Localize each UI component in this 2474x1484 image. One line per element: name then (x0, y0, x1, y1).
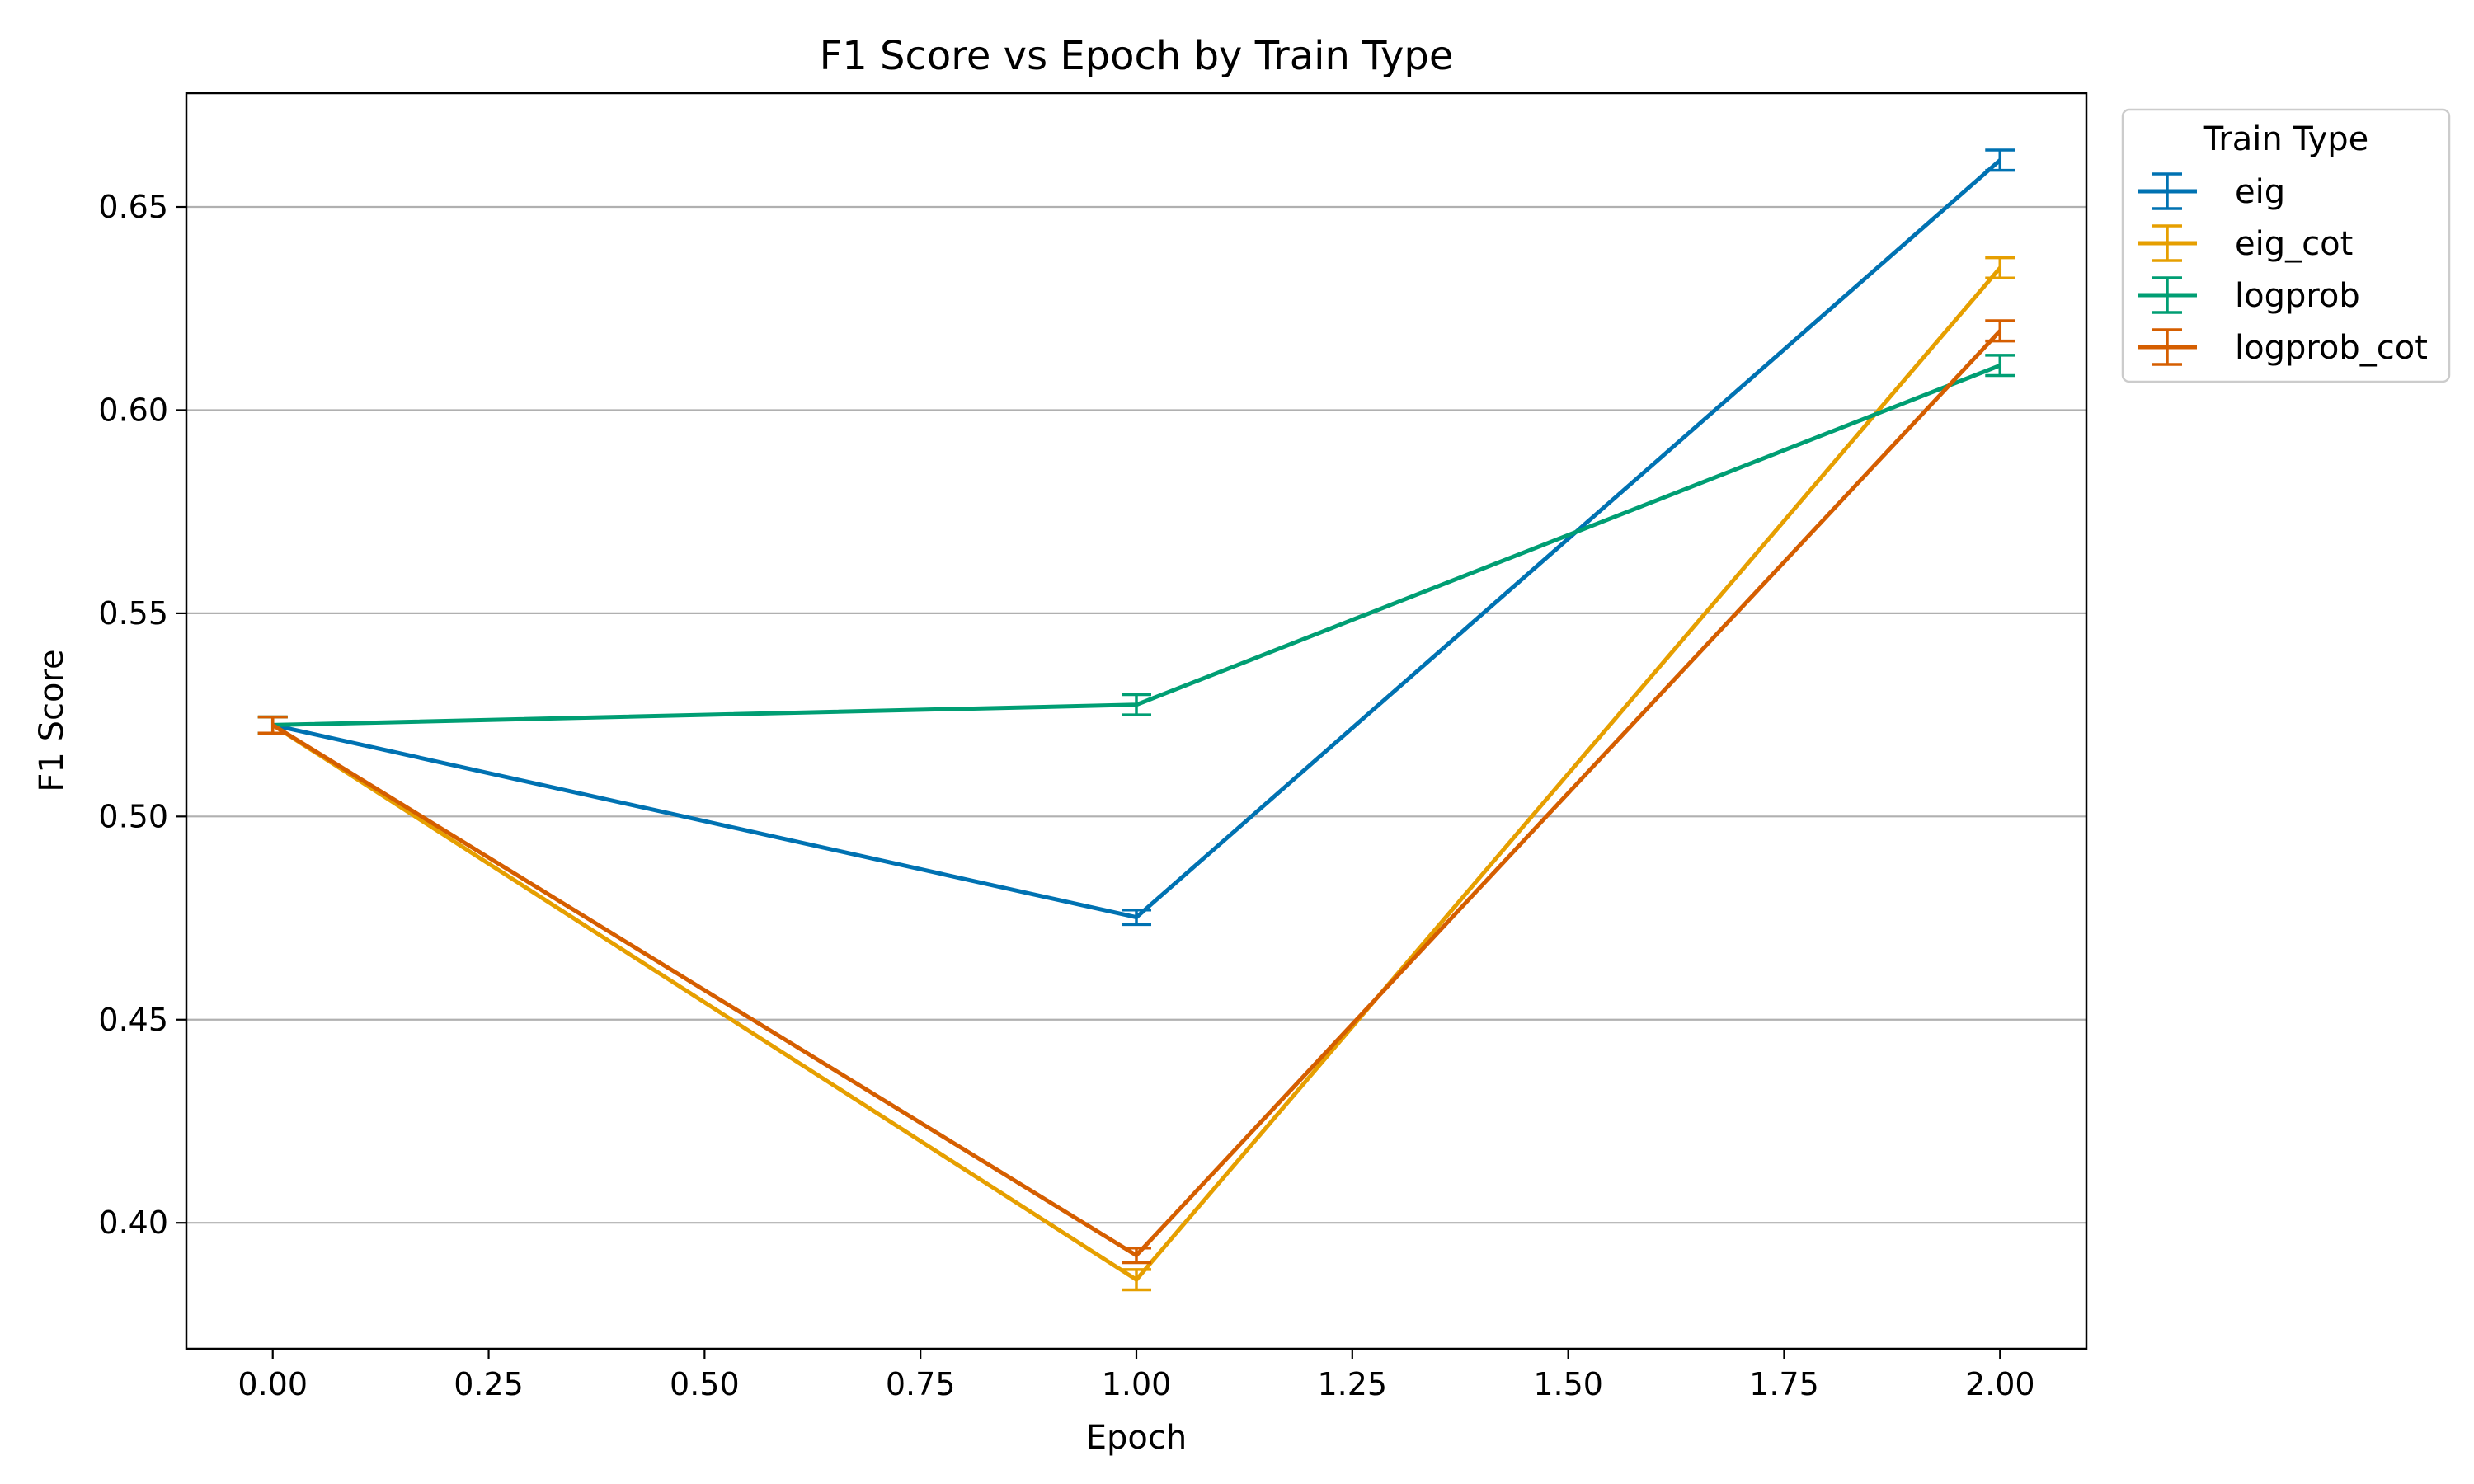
data-point (1985, 256, 2015, 280)
data-point (1122, 908, 1151, 927)
y-tick-label: 0.40 (98, 1205, 168, 1241)
legend-label: eig_cot (2235, 225, 2353, 263)
x-tick-label: 1.50 (1533, 1366, 1603, 1402)
series-logprob_cot (257, 319, 2015, 1265)
x-axis: 0.00 0.25 0.50 0.75 1.00 1.25 1.50 1.75 2.00 (238, 1349, 2035, 1402)
data-point (1122, 1247, 1151, 1265)
series-line (271, 329, 2002, 1258)
legend-item-eig: eig (2138, 172, 2285, 211)
x-tick-label: 0.75 (886, 1366, 956, 1402)
series-layer (257, 148, 2015, 1292)
grid-layer (186, 205, 2086, 1224)
series-eig (257, 148, 2015, 927)
y-axis-title: F1 Score (33, 649, 71, 791)
legend-label: logprob_cot (2235, 329, 2428, 367)
legend-item-logprob_cot: logprob_cot (2138, 328, 2428, 367)
data-point (257, 715, 288, 735)
y-tick-label: 0.50 (98, 798, 168, 834)
data-point (1122, 693, 1151, 716)
data-point (1985, 148, 2015, 172)
y-tick-label: 0.60 (98, 392, 168, 428)
series-logprob (257, 354, 2015, 735)
legend-label: eig (2235, 173, 2285, 211)
y-tick-label: 0.55 (98, 595, 168, 632)
chart-title: F1 Score vs Epoch by Train Type (820, 33, 1454, 79)
x-tick-label: 1.75 (1749, 1366, 1819, 1402)
series-line (271, 266, 2002, 1282)
legend-item-logprob: logprob (2138, 276, 2360, 315)
legend-label: logprob (2235, 277, 2360, 315)
y-tick-label: 0.65 (98, 189, 168, 225)
data-point (1122, 1268, 1151, 1292)
data-point (1985, 354, 2015, 378)
y-axis: 0.40 0.45 0.50 0.55 0.60 0.65 (98, 189, 186, 1241)
series-line (272, 363, 2001, 727)
y-tick-label: 0.45 (98, 1002, 168, 1038)
legend-box (2121, 108, 2451, 383)
x-tick-label: 1.00 (1102, 1366, 1172, 1402)
x-tick-label: 2.00 (1965, 1366, 2035, 1402)
data-point (1985, 319, 2015, 343)
legend-title: Train Type (2203, 120, 2369, 158)
x-tick-label: 1.25 (1318, 1366, 1388, 1402)
x-axis-title: Epoch (1086, 1419, 1187, 1457)
x-tick-label: 0.50 (670, 1366, 740, 1402)
series-line (272, 158, 2001, 920)
x-tick-label: 0.25 (454, 1366, 524, 1402)
series-eig_cot (257, 256, 2015, 1292)
legend-item-eig_cot: eig_cot (2138, 224, 2353, 263)
x-tick-label: 0.00 (238, 1366, 308, 1402)
